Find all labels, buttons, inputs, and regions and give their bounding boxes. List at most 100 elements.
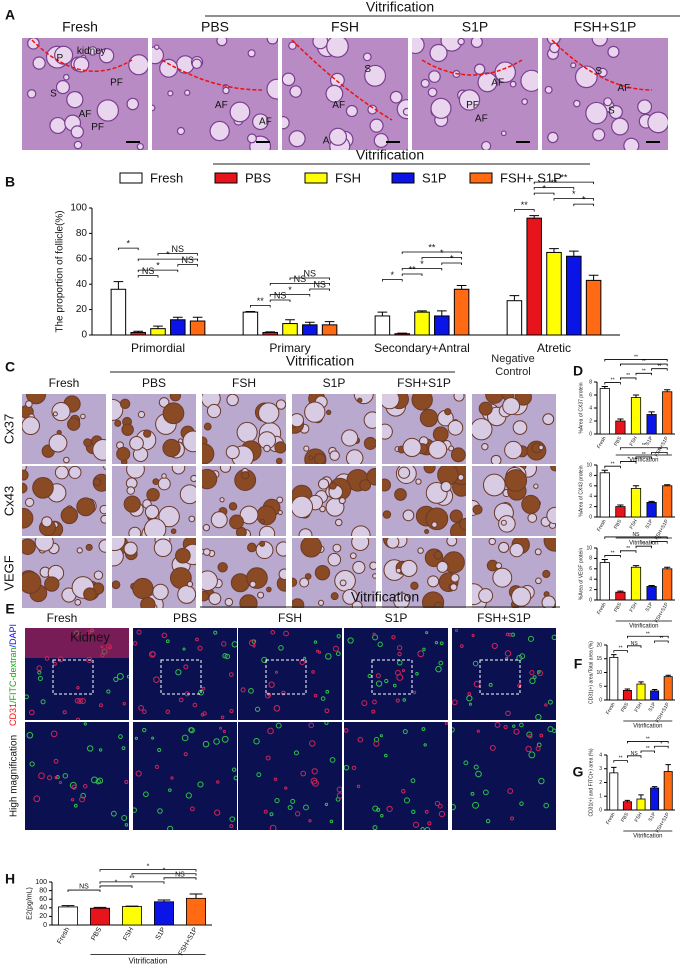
follicle — [512, 420, 528, 435]
follicle — [326, 409, 332, 416]
bar — [374, 315, 391, 336]
follicle — [229, 101, 251, 123]
significance-bracket — [137, 275, 159, 278]
group-header: Vitrification — [351, 589, 419, 605]
x-tick-label: FSH+S1P — [654, 518, 671, 541]
zoom-box — [52, 659, 94, 695]
significance-bracket — [533, 187, 575, 190]
vessel — [519, 801, 524, 806]
micrograph-content — [472, 466, 556, 536]
micrograph — [542, 38, 668, 150]
follicle — [275, 399, 286, 410]
vessel — [528, 751, 536, 759]
vessel — [471, 633, 475, 638]
vessel — [50, 730, 58, 738]
follicle — [26, 89, 37, 99]
error-bar — [304, 321, 315, 325]
vessel — [391, 635, 396, 640]
significance-bracket — [651, 451, 668, 455]
vessel — [517, 683, 522, 688]
vessel — [401, 788, 406, 794]
significance-label: ** — [521, 200, 529, 210]
vessel — [384, 753, 388, 758]
follicle — [402, 107, 408, 116]
y-tick-label: 8 — [589, 473, 592, 479]
micrograph-content — [152, 38, 278, 150]
follicle — [369, 561, 376, 571]
vessel — [165, 709, 171, 715]
follicle — [288, 41, 297, 50]
vessel — [201, 686, 206, 691]
follicle — [22, 482, 28, 494]
significance-label: * — [163, 867, 166, 874]
tissue — [542, 38, 668, 150]
y-tick-label: 10 — [586, 545, 592, 551]
vessel — [229, 824, 234, 829]
follicle — [239, 594, 258, 608]
vessel — [71, 784, 77, 790]
vessel — [402, 698, 407, 702]
x-axis-title: Vitrification — [633, 724, 662, 730]
vessel — [513, 728, 520, 735]
significance-label: * — [127, 238, 131, 248]
vessel — [435, 665, 442, 673]
annotation: S — [595, 66, 602, 77]
significance-label: * — [440, 248, 444, 258]
follicle — [186, 580, 194, 588]
follicle — [25, 400, 33, 408]
y-tick-label: 60 — [39, 896, 47, 903]
follicle — [202, 468, 218, 490]
vessel — [142, 727, 147, 733]
significance-label: * — [115, 880, 118, 887]
follicle — [509, 80, 517, 88]
follicle — [428, 439, 448, 459]
vessel — [267, 692, 272, 697]
row-label: VEGF — [1, 555, 16, 590]
significance-label: ** — [619, 756, 623, 762]
follicle — [247, 49, 256, 58]
bar — [615, 420, 626, 435]
vessel — [551, 634, 556, 641]
vessel — [351, 765, 357, 771]
bar — [282, 323, 298, 336]
error-bar — [549, 248, 559, 253]
follicle — [436, 560, 449, 573]
follicle — [49, 116, 67, 135]
x-tick-label: S1P — [645, 601, 655, 613]
follicle — [450, 447, 466, 463]
follicle — [400, 559, 418, 577]
y-tick-label: 4 — [599, 752, 602, 758]
vessel — [516, 654, 523, 661]
error-bar — [665, 674, 671, 677]
zoom-box — [371, 659, 413, 695]
follicle — [92, 439, 106, 461]
column-label: Fresh — [62, 19, 98, 35]
follicle — [70, 125, 84, 139]
error-bar — [632, 485, 640, 489]
follicle — [222, 86, 230, 95]
row-label: Cx43 — [1, 486, 16, 516]
follicle — [27, 38, 40, 50]
panel-label: F — [574, 656, 583, 672]
follicle — [55, 80, 71, 95]
y-tick-label: 5 — [599, 684, 602, 690]
vessel — [53, 758, 59, 764]
bar — [599, 472, 610, 518]
vessel — [532, 675, 537, 680]
follicle — [478, 588, 494, 604]
x-tick-label: S1P — [648, 811, 658, 823]
bar — [262, 331, 278, 336]
error-bar — [601, 469, 608, 473]
vessel — [508, 632, 512, 637]
significance-label: NS — [274, 290, 287, 300]
follicle — [351, 525, 371, 536]
x-tick-label: FSH+S1P — [654, 601, 671, 624]
follicle — [402, 437, 422, 458]
follicle — [22, 507, 34, 529]
follicle — [140, 596, 156, 608]
follicle — [298, 528, 313, 536]
vessel — [336, 792, 342, 799]
follicle — [386, 538, 400, 549]
follicle — [500, 519, 507, 526]
significance-bracket — [635, 456, 652, 459]
